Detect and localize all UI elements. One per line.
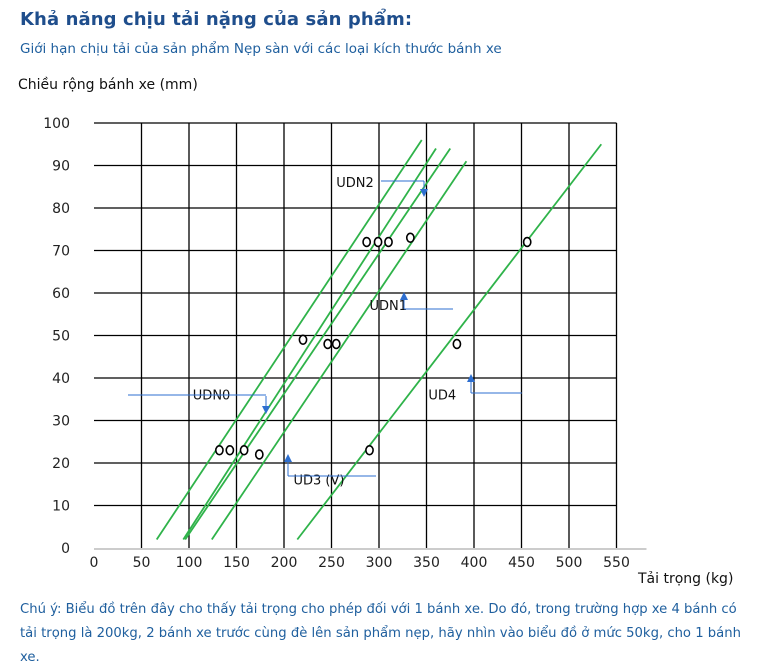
data-point	[362, 236, 372, 248]
data-point	[323, 338, 333, 350]
x-tick-label: 300	[366, 555, 393, 571]
x-tick-label: 50	[133, 555, 151, 571]
arrow-icon	[400, 292, 408, 300]
x-tick-label: 0	[90, 555, 99, 571]
data-point	[452, 338, 462, 350]
x-tick-label: 250	[318, 555, 345, 571]
y-tick-label: 10	[52, 499, 70, 515]
arrow-icon	[420, 189, 428, 197]
data-point	[225, 445, 235, 456]
load-line	[296, 143, 603, 541]
arrow-icon	[262, 406, 270, 414]
annotation-label: UD4	[428, 388, 456, 403]
x-tick-label: 200	[271, 555, 298, 571]
y-tick-label: 0	[61, 541, 70, 557]
y-tick-label: 90	[52, 159, 70, 175]
footnote: Chú ý: Biểu đồ trên đây cho thấy tải trọ…	[20, 602, 741, 665]
data-point	[384, 236, 393, 248]
annotation-label: UDN0	[193, 388, 231, 403]
x-tick-label: 100	[176, 555, 203, 571]
y-tick-label: 20	[52, 456, 70, 472]
y-tick-label: 60	[52, 286, 70, 302]
markers	[214, 232, 532, 460]
data-point	[373, 236, 383, 248]
data-point	[254, 449, 264, 460]
annotation-label: UD3 (V)	[294, 473, 345, 488]
annotations: UDN0 UDN1 UDN2 UD3 (V) UD4	[128, 176, 522, 488]
load-line	[182, 148, 437, 540]
x-tick-label: 150	[223, 555, 250, 571]
grid	[94, 122, 647, 550]
chart-title: Khả năng chịu tải nặng của sản phẩm:	[20, 9, 413, 30]
data-point	[239, 445, 249, 456]
y-tick-label: 80	[52, 201, 70, 217]
y-tick-label: 30	[52, 414, 70, 430]
annotation-label: UDN2	[336, 176, 374, 191]
arrow-icon	[467, 374, 475, 382]
load-line	[155, 139, 423, 540]
load-line	[211, 160, 468, 541]
y-tick-label: 100	[43, 116, 70, 132]
data-point	[405, 232, 415, 243]
x-tick-label: 450	[508, 555, 535, 571]
tick-labels: 0 50 100 150 200 250 300 350 400 450 500 550 0 10 20 30…	[43, 116, 630, 571]
data-point	[214, 445, 224, 456]
y-axis-title: Chiều rộng bánh xe (mm)	[18, 76, 198, 93]
chart-subtitle: Giới hạn chịu tải của sản phẩm Nẹp sàn v…	[20, 41, 502, 57]
y-tick-label: 40	[52, 371, 70, 387]
x-tick-label: 350	[413, 555, 440, 571]
annotation-label: UDN1	[370, 299, 408, 314]
data-point	[522, 236, 532, 248]
x-tick-label: 500	[556, 555, 583, 571]
y-tick-label: 70	[52, 244, 70, 260]
x-axis-title: Tải trọng (kg)	[637, 571, 733, 587]
data-point	[365, 445, 374, 456]
data-point	[331, 338, 341, 350]
series-lines	[155, 139, 603, 541]
x-tick-label: 400	[461, 555, 488, 571]
data-point	[298, 334, 308, 345]
arrow-icon	[284, 454, 292, 462]
x-tick-label: 550	[603, 555, 630, 571]
load-line	[184, 147, 451, 541]
y-tick-label: 50	[52, 329, 70, 345]
